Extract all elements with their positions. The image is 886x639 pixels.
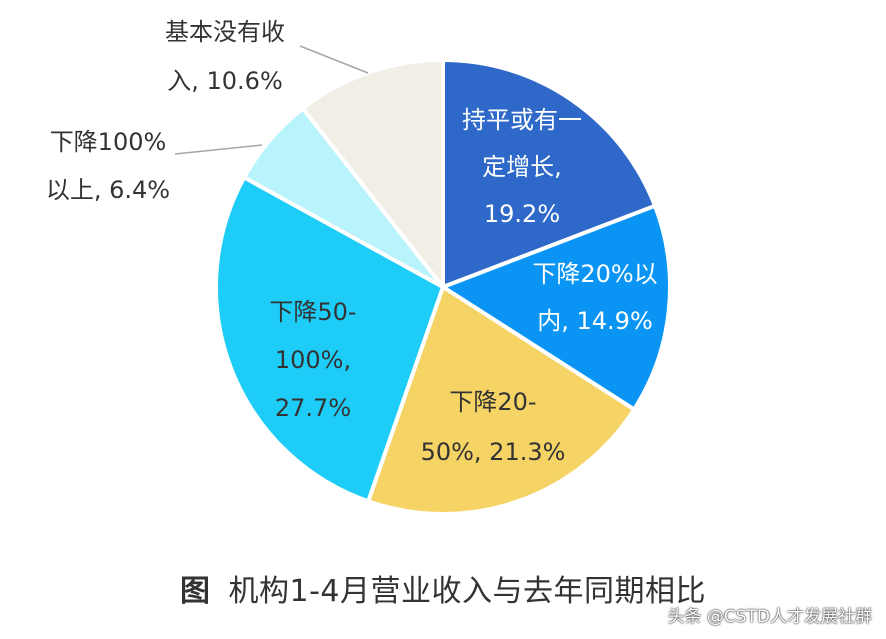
pie-slice-3 [366, 285, 637, 516]
slice-label-line: 持平或有一 [462, 106, 582, 134]
slice-label-4: 下降50- 100%, 27.7% [269, 298, 356, 422]
pie-slices [214, 58, 672, 516]
slice-label-line: 27.7% [275, 394, 351, 422]
slice-label-5: 下降100% 以上, 6.4% [46, 128, 170, 204]
slice-label-6: 基本没有收入, 10.6% [165, 18, 285, 95]
watermark: 头条 @CSTD人才发展社群 [667, 607, 872, 627]
slice-label-3: 下降20- 50%, 21.3% [421, 388, 566, 466]
slice-labels: 持平或有一定增长, 19.2% 下降20%以内, 14.9% 下降20- 50%, 21… [46, 18, 658, 466]
slice-label-line: 内, 14.9% [537, 307, 653, 335]
leader-lines [174, 45, 369, 155]
slice-label-line: 定增长, [482, 153, 562, 181]
leader-line-6 [299, 45, 369, 74]
pie-slice-2 [441, 203, 672, 412]
pie-slice-1 [441, 58, 657, 289]
slice-label-line: 下降20- [449, 388, 536, 416]
slice-label-line: 下降100% [50, 128, 167, 156]
pie-slice-6 [300, 58, 445, 289]
slice-label-line: 50%, 21.3% [421, 438, 566, 466]
slice-label-line: 基本没有收 [165, 18, 285, 46]
pie-slice-4 [214, 175, 445, 504]
figure-prefix: 图 [180, 574, 211, 609]
slice-label-line: 下降20%以 [532, 260, 657, 288]
slice-label-line: 100%, [275, 346, 351, 374]
slice-label-1: 持平或有一定增长, 19.2% [462, 106, 582, 228]
slice-label-line: 以上, 6.4% [46, 176, 170, 204]
leader-line-5 [174, 144, 263, 155]
pie-chart: 持平或有一定增长, 19.2% 下降20%以内, 14.9% 下降20- 50%, 21… [46, 18, 672, 516]
slice-label-line: 19.2% [484, 200, 560, 228]
slice-label-2: 下降20%以内, 14.9% [532, 260, 657, 335]
slice-label-line: 入, 10.6% [167, 67, 283, 95]
slice-label-line: 下降50- [269, 298, 356, 326]
figure-caption-text: 机构1-4月营业收入与去年同期相比 [228, 574, 706, 609]
figure-caption: 图机构1-4月营业收入与去年同期相比 [0, 566, 886, 610]
